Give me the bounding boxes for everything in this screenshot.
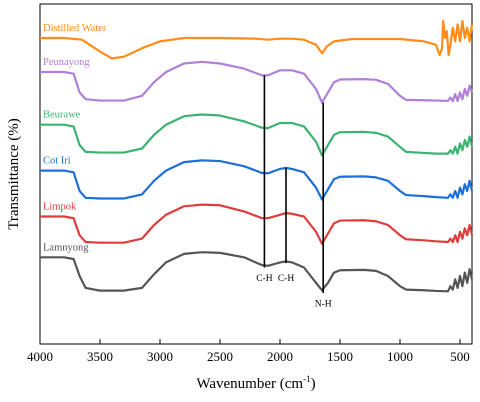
y-axis-title: Transmittance (%) xyxy=(6,118,22,230)
plot-frame xyxy=(39,3,473,345)
series-layer xyxy=(40,19,474,293)
annotation-label: N-H xyxy=(315,300,332,310)
x-axis-title: Wavenumber (cm-1) xyxy=(196,374,315,392)
x-tick-label: 1500 xyxy=(327,349,353,364)
series-label: Distilled Water xyxy=(43,23,107,34)
series-line-distilled-water xyxy=(40,19,474,60)
x-tick-label: 3000 xyxy=(147,349,173,364)
x-tick-label: 2000 xyxy=(267,349,293,364)
annotation-label: C-H xyxy=(256,274,273,284)
x-tick-label: 4000 xyxy=(27,349,53,364)
annotation-layer: C-H C-H N-H xyxy=(256,75,332,310)
x-tick-label: 3500 xyxy=(87,349,113,364)
series-label: Beurawe xyxy=(43,110,81,121)
x-tick-label: 1000 xyxy=(387,349,413,364)
series-line-cot-iri xyxy=(40,159,474,201)
series-label: Peunayong xyxy=(43,57,90,68)
series-label-layer: Distilled Water Peunayong Beurawe Cot Iri Li… xyxy=(43,23,107,253)
series-label: Limpok xyxy=(43,202,77,213)
series-line-peunayong xyxy=(40,60,474,104)
x-tick-label: 500 xyxy=(450,349,470,364)
series-line-beurawe xyxy=(40,113,474,157)
series-label: Lamnyong xyxy=(43,242,89,253)
annotation-label: C-H xyxy=(278,274,295,284)
x-axis-ticks: 4000 3500 3000 2500 2000 1500 1000 500 xyxy=(27,339,470,364)
series-line-lamnyong xyxy=(40,251,474,293)
series-line-limpok xyxy=(40,203,474,245)
series-label: Cot Iri xyxy=(43,156,71,167)
x-tick-label: 2500 xyxy=(207,349,233,364)
